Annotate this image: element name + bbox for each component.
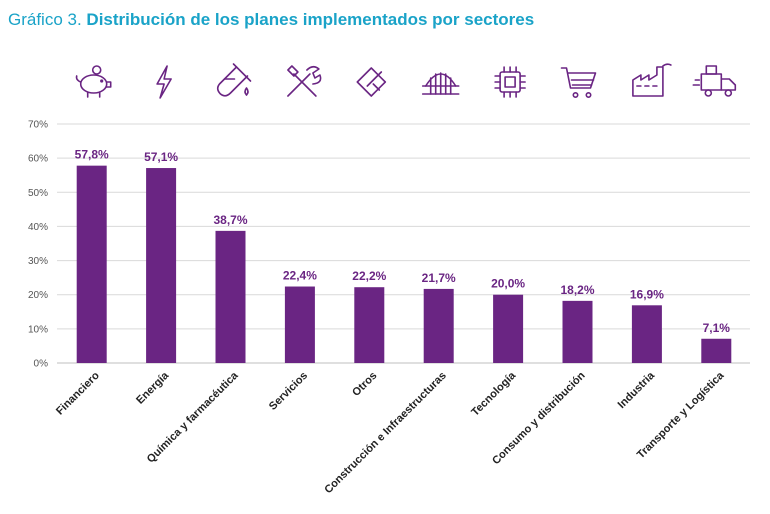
y-tick-label: 40% [28, 222, 48, 233]
x-tick-label: Otros [350, 370, 379, 399]
data-label: 21,7% [422, 271, 456, 285]
factory-icon [632, 63, 672, 97]
x-tick-label: Tecnología [469, 369, 519, 419]
bar [701, 338, 732, 363]
bar [423, 288, 454, 363]
data-label: 22,4% [283, 269, 317, 283]
x-tick-label: Construcción e Infraestructuras [322, 370, 448, 496]
bar [76, 165, 107, 363]
test-tube-icon [216, 63, 252, 97]
data-label: 18,2% [560, 283, 594, 297]
piggy-bank-icon [75, 65, 112, 98]
data-label: 16,9% [630, 287, 664, 301]
y-tick-label: 0% [34, 359, 49, 370]
x-tick-label: Industria [616, 369, 658, 411]
bar [284, 286, 315, 363]
shopping-cart-icon [560, 67, 597, 99]
chart-title-prefix: Gráfico 3. [8, 10, 82, 29]
x-tick-label: Energía [134, 369, 172, 407]
data-label: 57,1% [144, 150, 178, 164]
y-tick-label: 30% [28, 256, 48, 267]
x-tick-label: Servicios [267, 370, 310, 413]
bar [146, 168, 177, 363]
data-label: 7,1% [703, 321, 731, 335]
data-label: 20,0% [491, 277, 525, 291]
bar [493, 294, 524, 363]
data-label: 57,8% [75, 148, 109, 162]
chart-title: Gráfico 3. Distribución de los planes im… [8, 10, 534, 30]
y-tick-label: 10% [28, 324, 48, 335]
y-tick-label: 60% [28, 154, 48, 165]
y-tick-label: 70% [28, 120, 48, 131]
bridge-icon [421, 72, 460, 95]
data-label: 38,7% [213, 213, 247, 227]
tools-icon [287, 65, 322, 97]
data-label: 22,2% [352, 269, 386, 283]
delivery-truck-icon [692, 65, 737, 97]
chip-icon [494, 66, 526, 98]
flag-icon [356, 67, 387, 97]
lightning-icon [156, 65, 172, 99]
y-tick-label: 50% [28, 188, 48, 199]
chart-title-main: Distribución de los planes implementados… [81, 10, 535, 29]
y-tick-label: 20% [28, 290, 48, 301]
bar [562, 300, 593, 363]
x-tick-label: Financiero [54, 369, 102, 417]
bar [354, 287, 385, 363]
bar [215, 230, 246, 363]
bar [631, 305, 662, 363]
